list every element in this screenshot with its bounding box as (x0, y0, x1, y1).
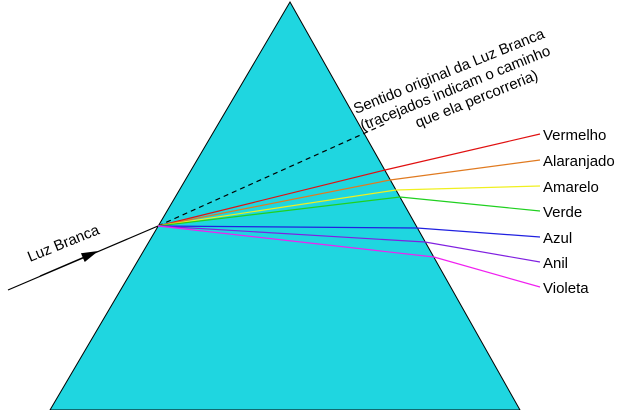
ray-orange (157, 159, 541, 227)
ray-blue (157, 225, 541, 238)
ray-indigo (157, 225, 541, 263)
incoming-label: Luz Branca (25, 221, 102, 265)
ray-yellow (157, 185, 541, 227)
dashed-original-path (157, 123, 386, 227)
color-labels: Vermelho Alaranjado Amarelo Verde Azul A… (543, 127, 615, 297)
color-label: Amarelo (543, 179, 599, 196)
color-label: Violeta (543, 280, 589, 297)
rays (157, 133, 541, 288)
arrow (39, 251, 99, 277)
ray-violet (157, 225, 541, 288)
prism (49, 0, 521, 410)
ray-red (157, 133, 541, 227)
color-label: Azul (543, 230, 572, 247)
color-label: Verde (543, 204, 582, 221)
color-label: Vermelho (543, 127, 606, 144)
note: Sentido original da Luz Branca (tracejad… (351, 25, 553, 134)
color-label: Anil (543, 255, 568, 272)
ray-green (157, 196, 541, 227)
color-label: Alaranjado (543, 153, 615, 170)
